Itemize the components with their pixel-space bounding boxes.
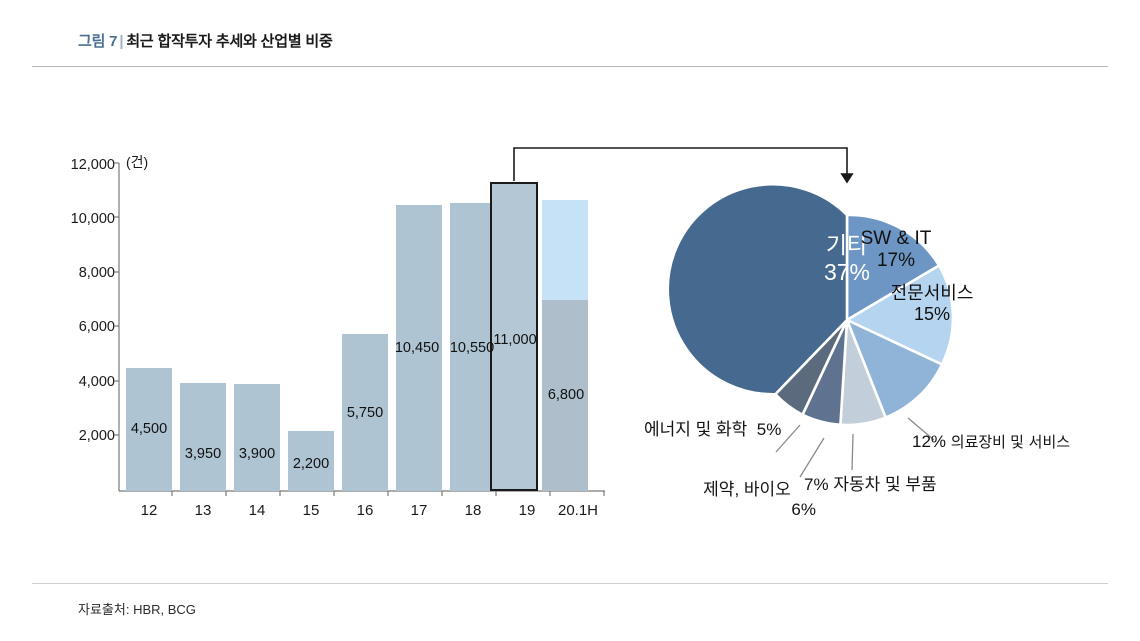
bar-20-1h[interactable]: [542, 300, 588, 491]
pie-label-auto: 7% 자동차 및 부품: [804, 475, 937, 494]
leader-line-medical: [907, 417, 935, 441]
bar-16[interactable]: [342, 334, 388, 491]
pie-slice-sw-it[interactable]: [845, 213, 941, 323]
figure-number: 그림 7: [78, 33, 118, 50]
bar-value-13: 3,950: [184, 446, 222, 462]
bar-value-14: 3,900: [238, 446, 276, 462]
x-tick-13: 13: [194, 502, 212, 519]
figure-source: 자료출처: HBR, BCG: [78, 602, 196, 617]
x-tick-15: 15: [302, 502, 320, 519]
leader-line-pharma: [799, 437, 825, 478]
pie-chart: 기타 37% SW & IT 17% 전문서비스 15% 에너지 및 화학 5%…: [640, 0, 1140, 580]
figure-header: 그림 7 | 최근 합작투자 추세와 산업별 비중: [78, 30, 333, 51]
x-tick-20-1h: 20.1H: [557, 502, 599, 519]
bar-value-17: 10,450: [394, 340, 440, 356]
pie-leader-lines: [775, 417, 935, 478]
bar-axes-svg: [114, 162, 605, 496]
pie-slices: [666, 182, 955, 427]
leader-line-energy: [775, 424, 801, 453]
bar-value-16: 5,750: [346, 405, 384, 421]
bar-value-12: 4,500: [130, 421, 168, 437]
bar-15[interactable]: [288, 431, 334, 491]
y-tick-2000: 2,000: [78, 428, 115, 444]
x-tick-16: 16: [356, 502, 374, 519]
leader-line-auto: [851, 433, 854, 471]
x-tick-14: 14: [248, 502, 266, 519]
header-divider: [32, 66, 1108, 67]
bar-chart: (건) 12,000 10,000 8,000 6,000 4,000 2,00…: [0, 0, 640, 560]
bar-value-20-1h: 6,800: [547, 387, 585, 403]
x-tick-18: 18: [464, 502, 482, 519]
figure-title: 최근 합작투자 추세와 산업별 비중: [126, 33, 333, 50]
pie-svg: [666, 182, 955, 478]
pie-slice-medical[interactable]: [844, 317, 944, 420]
bar-13[interactable]: [180, 383, 226, 491]
x-tick-12: 12: [140, 502, 158, 519]
bar-20-1h-forecast-segment[interactable]: [542, 200, 588, 300]
pie-label-energy: 에너지 및 화학 5%: [644, 420, 782, 439]
bar-14[interactable]: [234, 384, 280, 491]
footer-divider: [32, 583, 1108, 584]
y-tick-6000: 6,000: [78, 319, 115, 335]
bar-19-highlighted[interactable]: [490, 182, 538, 491]
bar-value-19: 11,000: [493, 332, 537, 348]
y-tick-10000: 10,000: [70, 211, 115, 227]
pie-slice-other[interactable]: [666, 182, 849, 396]
y-tick-4000: 4,000: [78, 374, 115, 390]
bar-17[interactable]: [396, 205, 442, 491]
pie-label-medical: 12% 의료장비 및 서비스: [912, 432, 1071, 451]
y-axis-unit-label: (건): [126, 154, 149, 170]
bar-value-15: 2,200: [292, 456, 330, 472]
bar-value-18: 10,550: [449, 340, 495, 356]
pie-label-pharma: 제약, 바이오 6%: [703, 480, 816, 520]
x-tick-17: 17: [410, 502, 428, 519]
x-tick-19: 19: [518, 502, 536, 519]
pie-slice-prof-service[interactable]: [844, 263, 955, 367]
bar-18[interactable]: [450, 203, 496, 491]
pie-label-energy-line2: 화학 5%: [716, 420, 782, 439]
figure-separator: |: [119, 33, 124, 50]
y-tick-8000: 8,000: [78, 265, 115, 281]
bar-12[interactable]: [126, 368, 172, 491]
y-tick-12000: 12,000: [70, 157, 115, 173]
